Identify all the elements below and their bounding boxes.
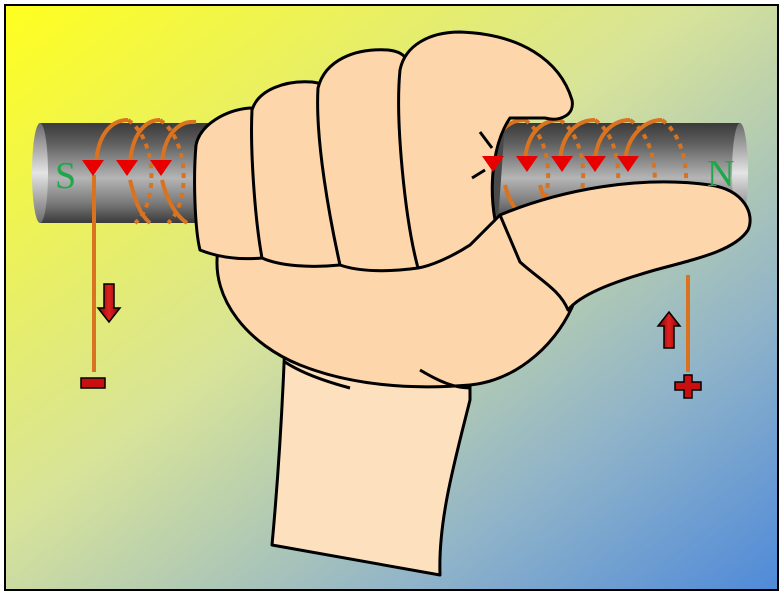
current-direction-arrow-icon bbox=[82, 160, 104, 176]
coil-left bbox=[94, 118, 197, 225]
pole-label-north: N bbox=[707, 153, 734, 195]
current-direction-arrow-icon bbox=[584, 156, 606, 172]
right-hand bbox=[193, 30, 752, 577]
terminal-negative bbox=[80, 377, 106, 389]
current-arrows-left bbox=[82, 160, 172, 176]
pole-label-south: S bbox=[55, 155, 76, 197]
thumb bbox=[498, 180, 752, 312]
flow-arrow-up-icon bbox=[656, 310, 682, 349]
current-direction-arrow-icon bbox=[150, 160, 172, 176]
current-direction-arrow-icon bbox=[116, 160, 138, 176]
current-arrows-right bbox=[482, 156, 639, 172]
finger-4 bbox=[397, 30, 574, 270]
terminal-positive bbox=[674, 374, 702, 399]
current-direction-arrow-icon bbox=[482, 156, 504, 172]
current-direction-arrow-icon bbox=[551, 156, 573, 172]
current-direction-arrow-icon bbox=[516, 156, 538, 172]
forearm bbox=[270, 338, 472, 577]
finger-3 bbox=[316, 48, 420, 273]
flow-arrow-down-icon bbox=[96, 283, 122, 324]
current-direction-arrow-icon bbox=[617, 156, 639, 172]
